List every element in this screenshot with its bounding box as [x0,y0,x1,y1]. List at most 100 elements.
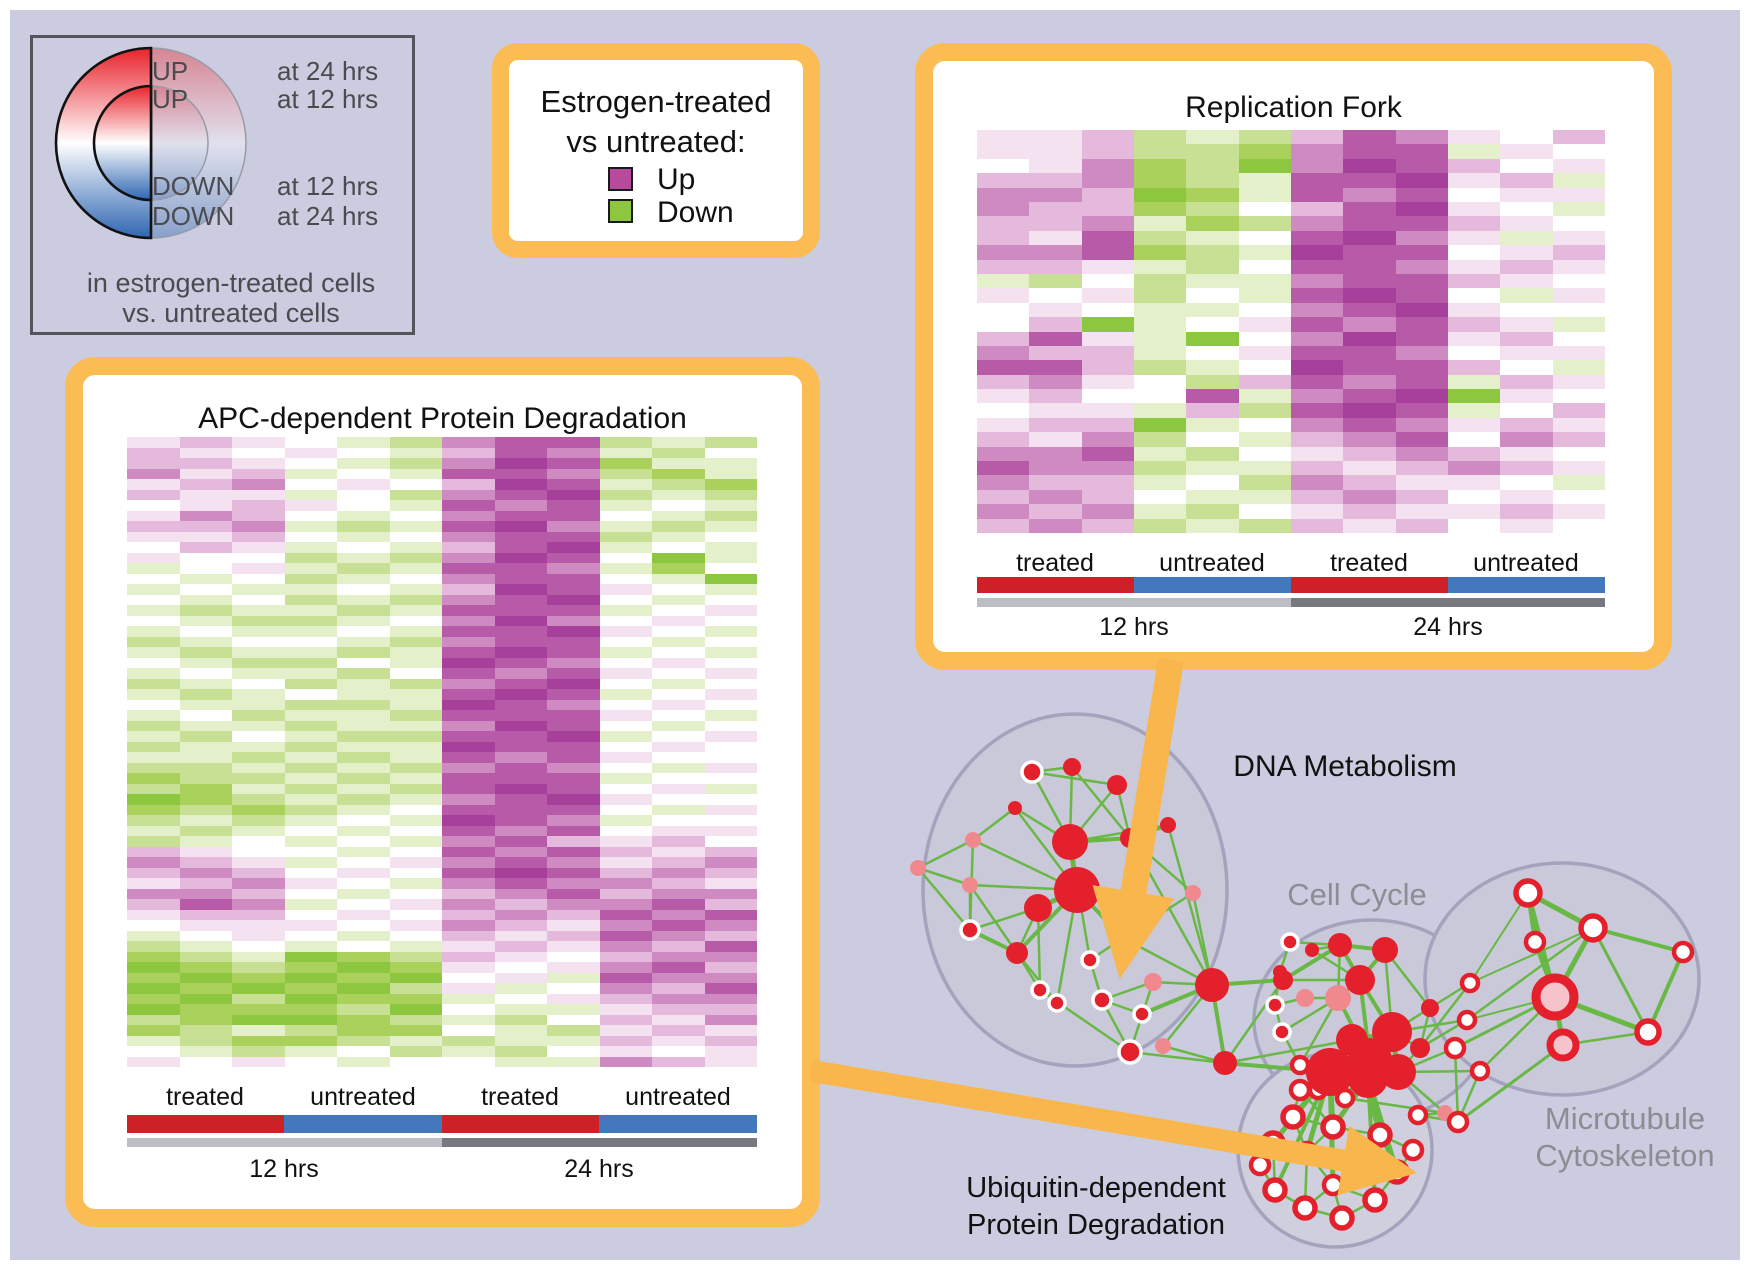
heatmap-cell [389,804,442,815]
heatmap-cell [389,1035,442,1046]
heatmap-cell [127,584,180,595]
heatmap-cell [977,360,1030,375]
heatmap-cell [232,615,285,626]
heatmap-cell [1343,461,1396,476]
heatmap-cell [547,678,600,689]
heatmap-cell [389,500,442,511]
heatmap-cell [1290,288,1344,303]
heatmap-cell [127,489,180,500]
heatmap-cell [599,500,652,511]
heatmap-cell [599,846,652,857]
heatmap-cell [704,1046,757,1057]
down-color-swatch [608,199,633,223]
heatmap-cell [494,500,547,511]
heatmap-cell [704,500,757,511]
heatmap-cell [1029,504,1082,519]
node-pink [965,832,981,848]
heatmap-cell [704,836,757,847]
heatmap-cell [547,458,600,469]
heatmap-cell [1133,345,1187,361]
heatmap-cell [547,647,600,658]
heatmap-cell [284,836,337,847]
heatmap-cell [1552,345,1605,361]
heatmap-cell [1029,374,1082,390]
heatmap-cell [1290,374,1344,390]
heatmap-cell [442,1056,495,1067]
heatmap-cell [977,173,1030,188]
heatmap-cell [1552,360,1605,375]
heatmap-cell [599,857,652,868]
heatmap-cell [1447,417,1501,433]
heatmap-cell [1343,230,1396,246]
heatmap-cell [1343,417,1396,433]
heatmap-cell [389,531,442,542]
heatmap-cell [652,762,705,773]
network-edge [917,866,971,887]
heatmap-cell [1081,360,1134,375]
heatmap-cell [1133,461,1187,476]
heatmap-cell [179,794,232,805]
heatmap-cell [284,605,337,616]
heatmap-cell [704,458,757,469]
heatmap-cell [284,846,337,857]
heatmap-cell [977,230,1030,246]
heatmap-cell [599,930,652,941]
legend-up-12-time: at 12 hrs [277,84,379,114]
heatmap-cell [652,951,705,962]
heatmap-cell [337,447,390,458]
heatmap-cell [704,594,757,605]
heatmap-cell [652,846,705,857]
heatmap-cell [704,447,757,458]
heatmap-cell [127,867,180,878]
heatmap-cell [599,836,652,847]
node-halo [1280,932,1300,952]
heatmap-cell [127,531,180,542]
heatmap-cell [232,783,285,794]
heatmap-cell [1290,259,1344,274]
heatmap-cell [284,1046,337,1057]
heatmap-cell [1238,360,1291,375]
heatmap-cell [1447,518,1501,533]
heatmap-cell [1552,245,1605,260]
heatmap-cell [1290,201,1344,217]
heatmap-cell [179,941,232,952]
heatmap-cell [1133,331,1187,346]
heatmap-cell [652,741,705,752]
heatmap-cell [704,794,757,805]
heatmap-cell [1081,489,1134,505]
heatmap-cell [599,678,652,689]
heatmap-cell [599,668,652,679]
heatmap-cell [547,930,600,941]
heatmap-cell [547,636,600,647]
heatmap-cell [494,510,547,521]
heatmap-cell [652,993,705,1004]
heatmap-cell [284,857,337,868]
heatmap-cell [1343,158,1396,174]
heatmap-cell [284,500,337,511]
heatmap-cell [547,668,600,679]
heatmap-cell [337,636,390,647]
heatmap-cell [1395,273,1448,289]
heatmap-cell [179,846,232,857]
heatmap-cell [232,699,285,710]
heatmap-cell [1081,230,1134,246]
heatmap-cell [1290,417,1344,433]
heatmap-cell [547,626,600,637]
heatmap-cell [232,1014,285,1025]
heatmap-cell [704,542,757,553]
heatmap-cell [599,752,652,763]
heatmap-cell [389,1004,442,1015]
circle-scale-legend: UP at 24 hrs UP at 12 hrs DOWN at 12 hrs… [30,35,415,335]
heatmap-cell [284,573,337,584]
heatmap-cell [704,521,757,532]
heatmap-cell [704,983,757,994]
heatmap-cell [494,1004,547,1015]
heatmap-cell [127,836,180,847]
heatmap-cell [704,815,757,826]
heatmap-cell [232,773,285,784]
heatmap-cell [389,605,442,616]
heatmap-cell [179,668,232,679]
heatmap-cell [389,752,442,763]
heatmap-cell [1552,144,1605,159]
heatmap-cell [232,941,285,952]
